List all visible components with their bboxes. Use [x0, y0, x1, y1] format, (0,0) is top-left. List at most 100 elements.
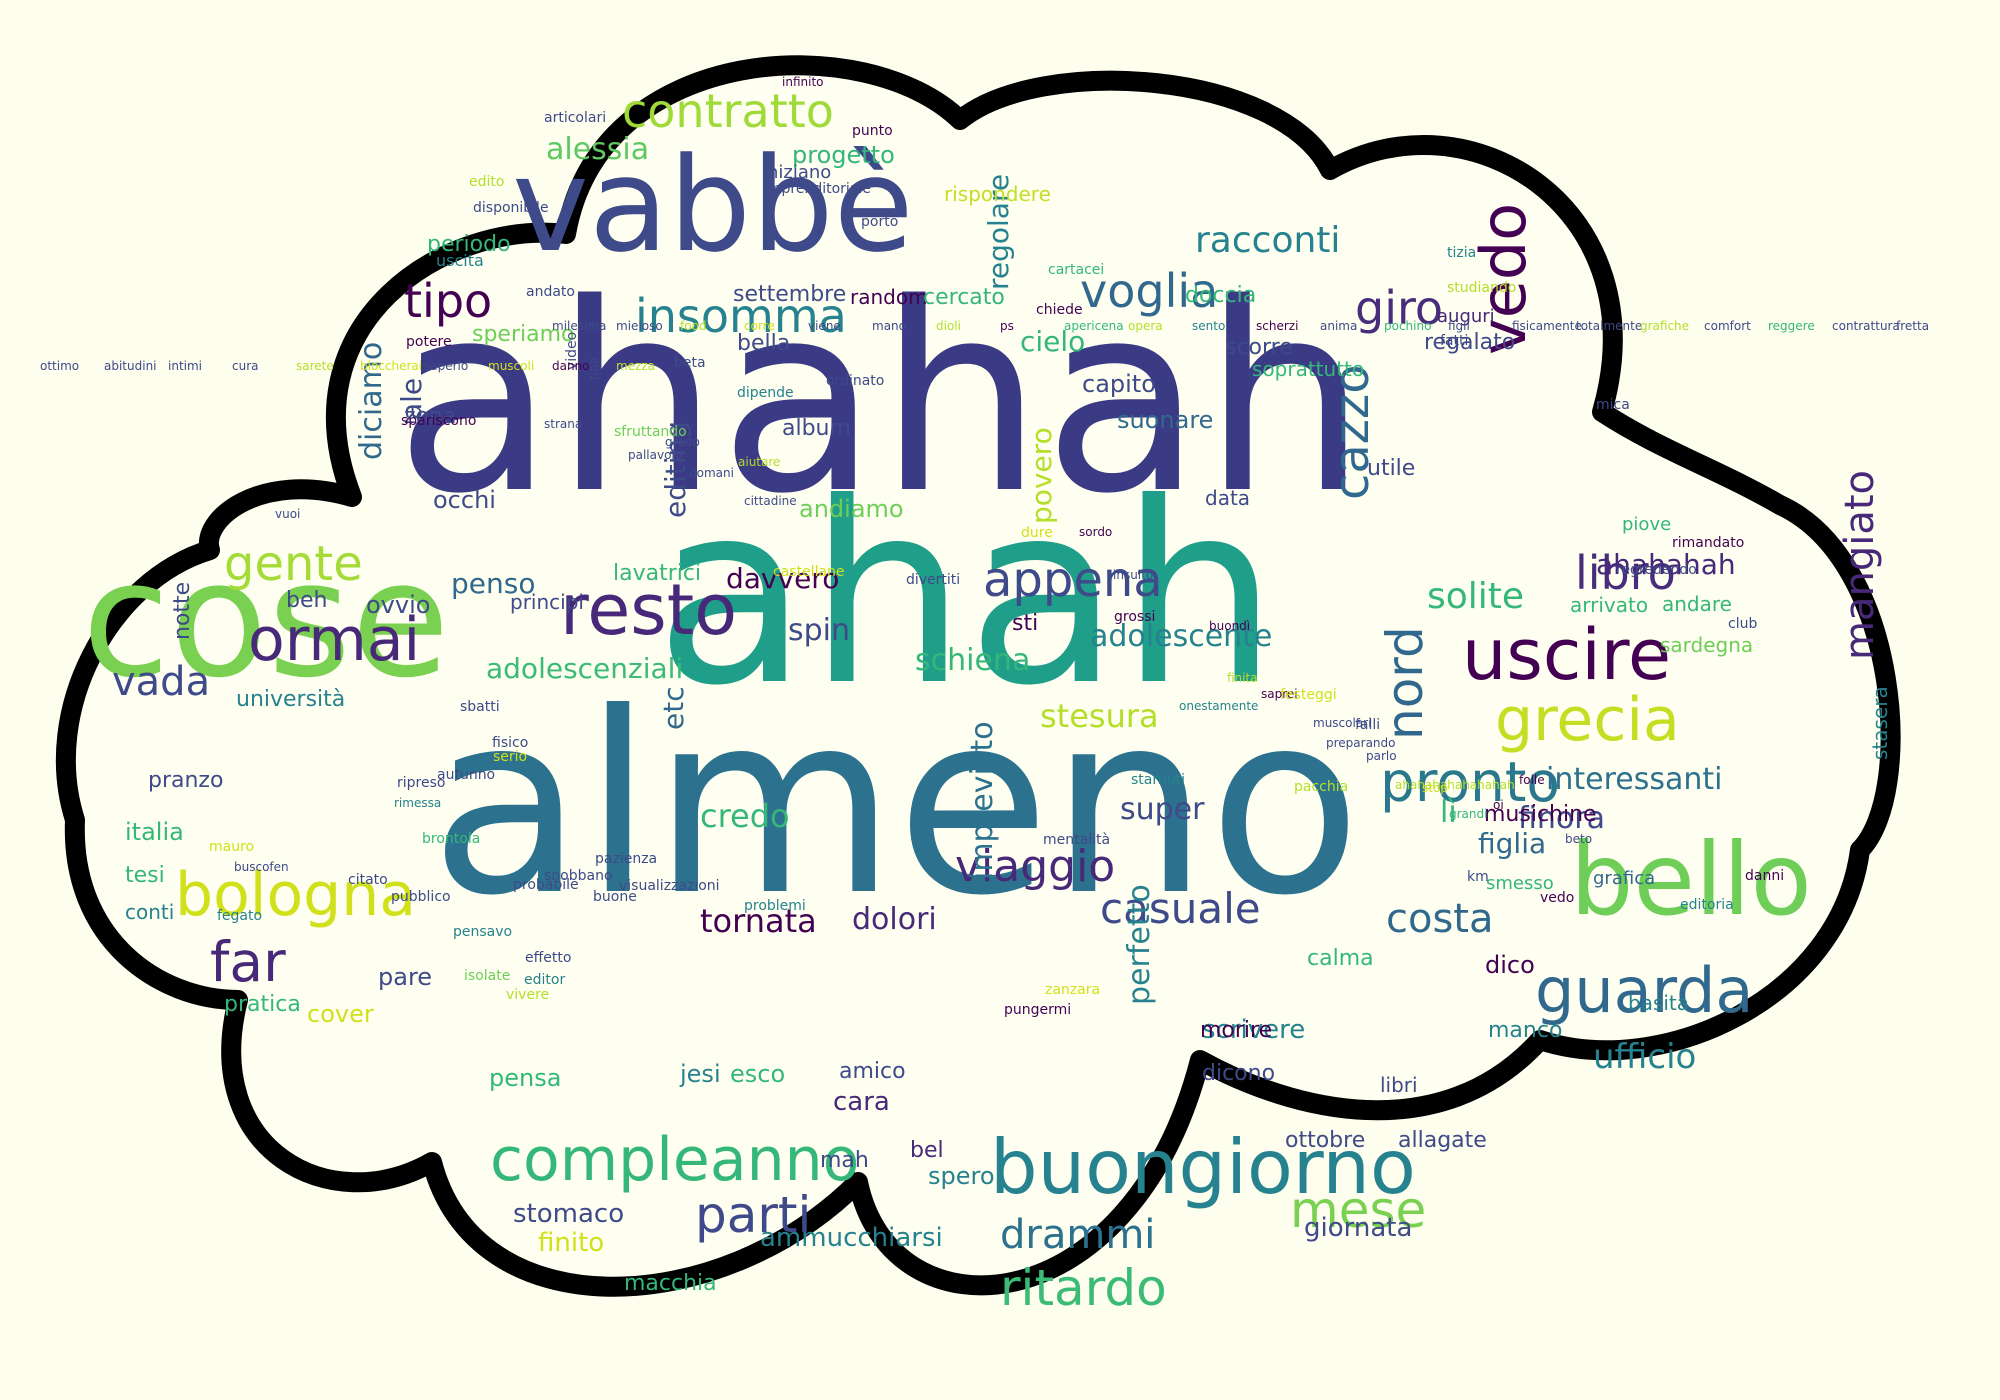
cloud-word: fatti [1440, 333, 1469, 349]
cloud-word: basita [1628, 991, 1690, 1015]
cloud-word: macchia [624, 1271, 717, 1296]
cloud-word: oi [1493, 798, 1504, 812]
cloud-word: sfruttando [614, 424, 687, 440]
cloud-word: povero [1025, 427, 1058, 524]
cloud-word: dicono [1202, 1061, 1276, 1086]
cloud-word: schiena [915, 643, 1031, 678]
cloud-word: cose [82, 526, 450, 713]
cloud-word: dico [1485, 951, 1535, 979]
cloud-word: ottimo [40, 359, 80, 373]
cloud-word: random [850, 285, 928, 309]
cloud-word: amico [839, 1059, 906, 1084]
cloud-word: stomaco [513, 1199, 625, 1229]
cloud-word: vuoi [275, 507, 301, 521]
cloud-word: notte [170, 581, 195, 640]
cloud-word: tipa [587, 356, 601, 380]
cloud-word: potere [406, 334, 452, 350]
cloud-word: starnuti [1131, 772, 1185, 788]
cloud-word: ahahahahahahahah [1395, 778, 1515, 792]
cloud-word: grafiche [1640, 319, 1690, 333]
cloud-word: solite [1427, 576, 1525, 617]
cloud-word: autunno [437, 767, 496, 783]
cloud-word: morire [1200, 1018, 1273, 1043]
cloud-word: racconti [1195, 220, 1341, 261]
cloud-word: corre [744, 319, 775, 333]
cloud-word: saprei [1261, 687, 1298, 701]
cloud-word: scorre [1225, 335, 1293, 360]
cloud-word: doccia [1185, 283, 1257, 308]
cloud-word: uscire [1462, 614, 1672, 696]
cloud-word: mauro [209, 839, 255, 855]
cloud-word: portò [861, 214, 899, 230]
cloud-word: lavatrici [613, 561, 702, 586]
cloud-word: stasera [1868, 686, 1892, 760]
cloud-word: rispondere [944, 182, 1051, 206]
cloud-word: cara [833, 1087, 890, 1117]
cloud-word: sti [1012, 611, 1039, 636]
cloud-word: tesi [125, 863, 165, 888]
cloud-word: aiutare [738, 455, 781, 469]
cloud-word: spero [928, 1162, 995, 1190]
cloud-word: fretta [1896, 319, 1930, 333]
cloud-word: finita [1227, 671, 1258, 685]
cloud-word: smesso [1486, 873, 1554, 894]
cloud-word: data [1205, 486, 1251, 510]
cloud-word: cartacei [1048, 262, 1105, 278]
cloud-word: appena [983, 552, 1163, 608]
cloud-word: ordinato [826, 373, 885, 389]
cloud-word: onestamente [1179, 699, 1259, 713]
cloud-word: compleanno [490, 1125, 860, 1195]
cloud-word: bella [737, 331, 791, 356]
cloud-word: intimi [168, 359, 203, 373]
cloud-word: penso [451, 567, 536, 600]
cloud-word: comfort [1704, 319, 1751, 333]
cloud-word: contrattura [1832, 319, 1900, 333]
cloud-word: parti [695, 1186, 812, 1244]
cloud-word: danno [552, 359, 590, 373]
cloud-word: periodo [427, 232, 511, 257]
cloud-word: stop [1422, 781, 1448, 795]
cloud-word: vabbè [512, 129, 914, 281]
cloud-word: buone [593, 889, 637, 905]
cloud-word: davvero [726, 562, 840, 595]
cloud-word: spin [788, 613, 851, 648]
cloud-word: scherzi [1256, 319, 1299, 333]
cloud-word: mieloso [616, 319, 663, 333]
cloud-word: finora [1518, 801, 1605, 836]
cloud-word: preparando [1326, 736, 1396, 750]
cloud-word: abitudini [104, 359, 157, 373]
cloud-word: zanzara [1045, 982, 1101, 998]
cloud-word: mangiato [1837, 470, 1883, 660]
cloud-word: divertiti [906, 572, 961, 588]
cloud-word: punto [852, 123, 893, 139]
cloud-word: disponibile [473, 200, 549, 216]
cloud-word: muscolari [1313, 716, 1372, 730]
cloud-word: viaggio [955, 841, 1116, 892]
cloud-word: lì [1440, 795, 1457, 830]
cloud-word: cover [307, 1000, 374, 1028]
cloud-word: problemi [744, 898, 806, 914]
cloud-word: stesura [1040, 697, 1159, 735]
cloud-word: beta [674, 355, 706, 371]
cloud-word: pungermi [1004, 1002, 1072, 1018]
cloud-word: fisicamente [1512, 319, 1582, 333]
cloud-word: chiede [1036, 302, 1083, 318]
cloud-word: bloccherai [360, 359, 423, 373]
cloud-word: zona [404, 404, 457, 429]
cloud-word: voglia [1080, 264, 1219, 318]
cloud-word: suonare [1117, 406, 1214, 434]
cloud-word: vedo [1540, 890, 1575, 906]
cloud-word: andiamo [799, 495, 904, 523]
cloud-word: sento [1192, 319, 1226, 333]
cloud-word: interessanti [1546, 762, 1723, 797]
cloud-word: mah [820, 1148, 869, 1173]
cloud-word: figlia [1478, 827, 1547, 860]
cloud-word: domani [689, 466, 734, 480]
cloud-word: grafica [1593, 868, 1656, 889]
cloud-word: vada [112, 659, 211, 705]
cloud-word: esco [730, 1060, 786, 1088]
cloud-word: muscoli [488, 359, 535, 373]
cloud-word: buscofen [234, 860, 289, 874]
